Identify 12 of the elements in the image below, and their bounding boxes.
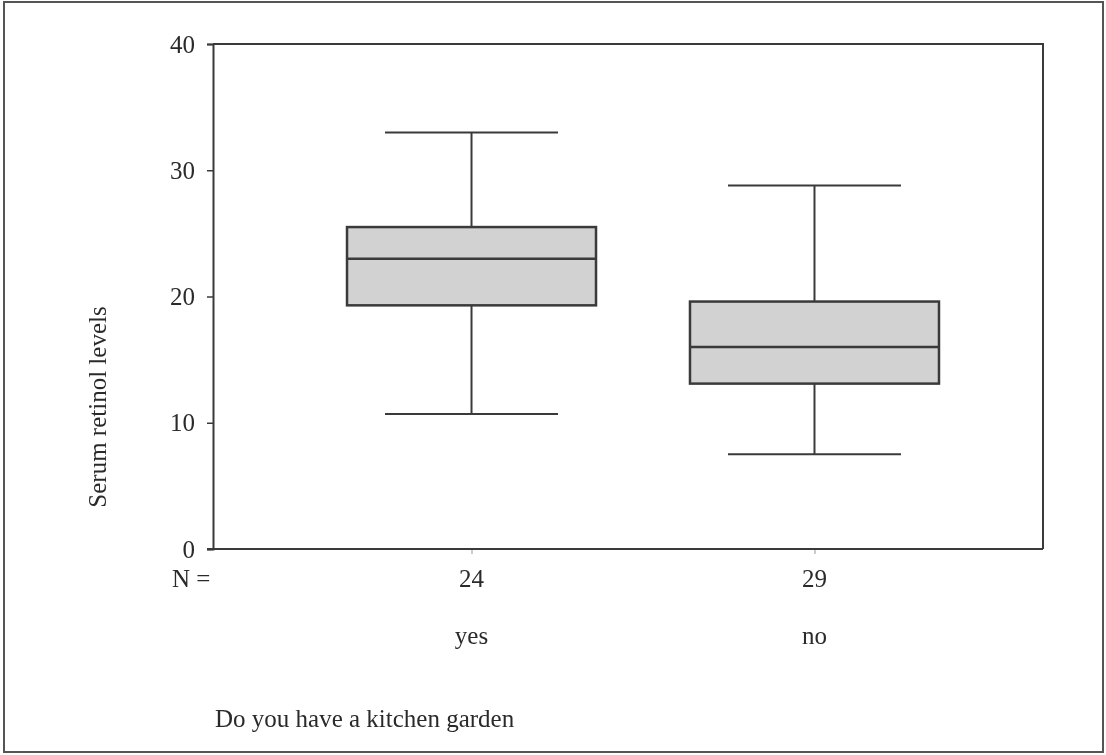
text: N = — [172, 564, 211, 592]
y-tick-label: 0 — [182, 535, 195, 563]
y-tick-label: 20 — [170, 283, 195, 310]
y-axis-title: Serum retinol levels — [83, 306, 111, 508]
y-tick-label: 10 — [170, 409, 195, 437]
annotation: 29 — [801, 564, 827, 592]
y-tick-label: 30 — [170, 156, 195, 184]
x-tick-label: yes — [454, 621, 489, 649]
x-tick-label: no — [801, 621, 827, 649]
x-axis-title: Do you have a kitchen garden — [215, 704, 515, 732]
annotation: 24 — [459, 564, 485, 592]
y-tick-label: 40 — [170, 30, 195, 58]
